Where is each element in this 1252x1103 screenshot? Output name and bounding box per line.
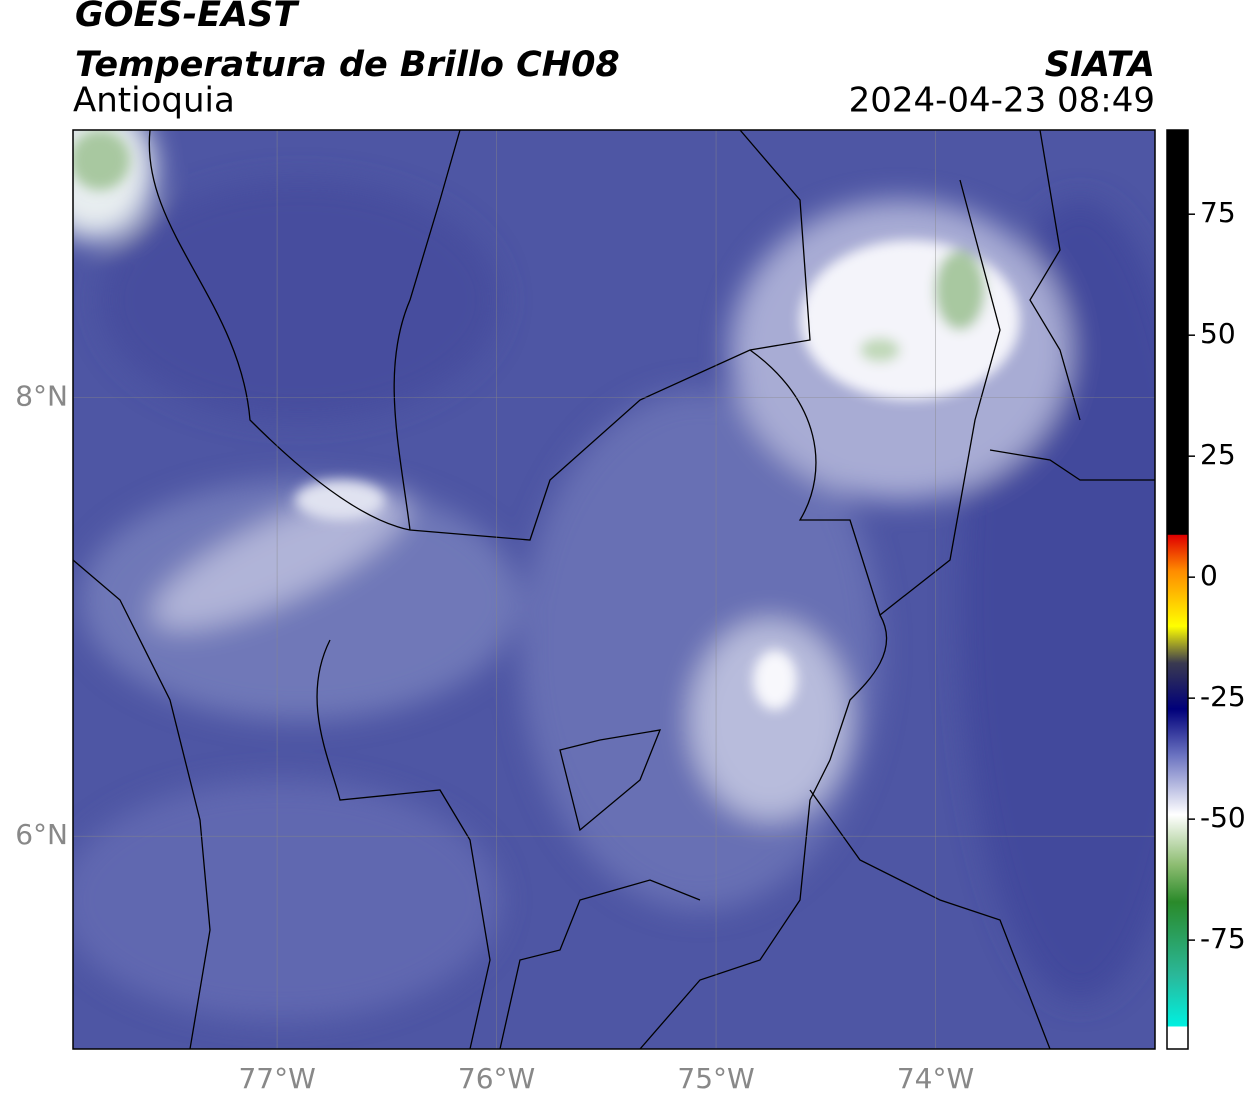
colorbar-tick-label: 0 bbox=[1200, 559, 1218, 592]
x-tick-label: 76°W bbox=[458, 1062, 535, 1095]
colorbar-tick-label: 75 bbox=[1200, 196, 1236, 229]
colorbar-tick-label: -50 bbox=[1200, 801, 1246, 834]
colorbar-tick-label: 50 bbox=[1200, 317, 1236, 350]
x-tick-label: 77°W bbox=[238, 1062, 315, 1095]
subtitle: Temperatura de Brillo CH08 bbox=[75, 45, 620, 85]
colorbar bbox=[1166, 129, 1189, 1050]
map-frame bbox=[72, 129, 1156, 1050]
colorbar-tick-label: 25 bbox=[1200, 438, 1236, 471]
x-tick-label: 74°W bbox=[897, 1062, 974, 1095]
region: Antioquia bbox=[73, 81, 235, 121]
source: SIATA bbox=[1045, 45, 1155, 85]
datetime: 2024-04-23 08:49 bbox=[849, 81, 1155, 121]
satellite-image bbox=[73, 130, 1155, 1049]
colorbar-tick-label: -25 bbox=[1200, 680, 1246, 713]
y-tick-label: 8°N bbox=[15, 380, 68, 413]
x-tick-label: 75°W bbox=[677, 1062, 754, 1095]
title: GOES-EAST bbox=[75, 0, 300, 35]
colorbar-tick-label: -75 bbox=[1200, 922, 1246, 955]
y-tick-label: 6°N bbox=[15, 818, 68, 851]
